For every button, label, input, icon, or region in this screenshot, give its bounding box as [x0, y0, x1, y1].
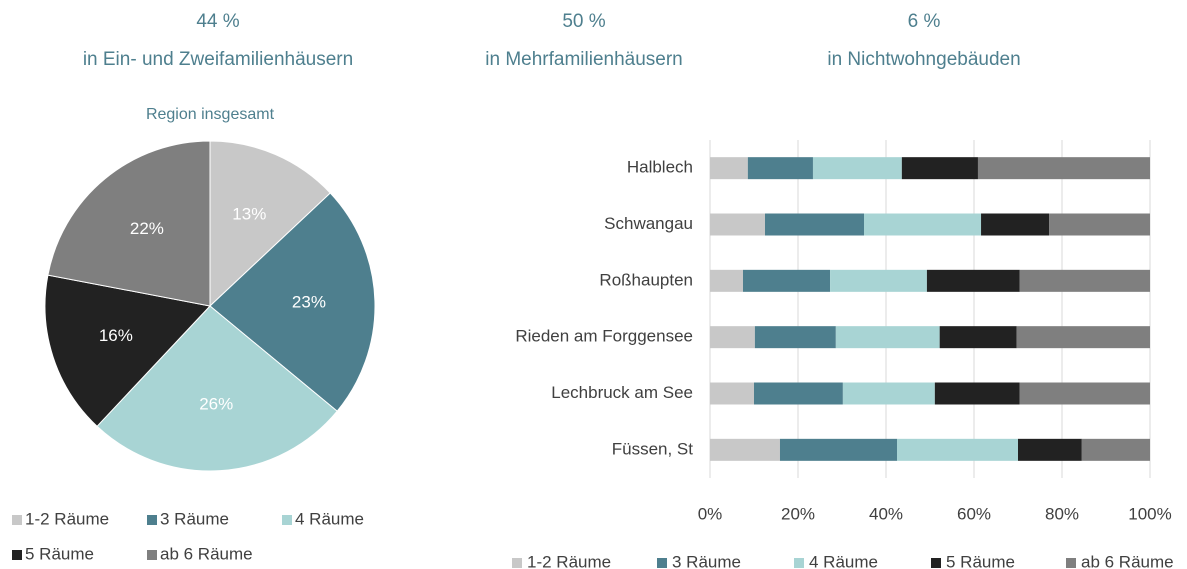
y-tick-label: Schwangau	[604, 214, 693, 233]
data-label: 13%	[232, 205, 266, 224]
bar-segment	[835, 326, 940, 349]
data-label: 23%	[292, 292, 326, 311]
legend-swatch	[147, 550, 157, 560]
legend-label: 4 Räume	[295, 509, 364, 528]
stat-label: in Mehrfamilienhäusern	[485, 49, 683, 70]
bar-segment	[1049, 213, 1150, 236]
legend-swatch	[147, 515, 157, 525]
bar-segment	[710, 382, 754, 405]
data-label: 16%	[99, 326, 133, 345]
bar-segment	[901, 157, 978, 180]
x-tick-label: 80%	[1045, 504, 1079, 523]
legend-label: 1-2 Räume	[527, 552, 611, 569]
legend-swatch	[931, 558, 941, 568]
bar-segment	[1019, 382, 1150, 405]
x-tick-label: 40%	[869, 504, 903, 523]
bar-segment	[939, 326, 1017, 349]
bar-segment	[812, 157, 902, 180]
bar-segment	[754, 382, 843, 405]
y-tick-label: Lechbruck am See	[551, 383, 693, 402]
legend-swatch	[512, 558, 522, 568]
bar-segment	[934, 382, 1020, 405]
bar-segment	[981, 213, 1050, 236]
bar-segment	[1019, 269, 1150, 292]
y-tick-label: Roßhaupten	[599, 270, 693, 289]
bar-segment	[977, 157, 1150, 180]
stat-value: 50 %	[562, 11, 605, 32]
data-label: 22%	[130, 219, 164, 238]
y-tick-label: Rieden am Forggensee	[515, 327, 693, 346]
legend-swatch	[12, 515, 22, 525]
legend-swatch	[12, 550, 22, 560]
bar-segment	[1018, 438, 1082, 461]
x-tick-label: 0%	[698, 504, 723, 523]
pie-slice	[47, 140, 211, 307]
bar-segment	[926, 269, 1020, 292]
legend-label: 5 Räume	[25, 544, 94, 563]
legend-swatch	[794, 558, 804, 568]
bar-segment	[743, 269, 831, 292]
legend-swatch	[657, 558, 667, 568]
stat-label: in Nichtwohngebäuden	[827, 49, 1020, 70]
x-tick-label: 100%	[1128, 504, 1171, 523]
bar-segment	[864, 213, 982, 236]
legend-label: 3 Räume	[672, 552, 741, 569]
bar-segment	[842, 382, 935, 405]
bar-segment	[710, 438, 780, 461]
bar-segment	[830, 269, 927, 292]
y-tick-label: Füssen, St	[612, 439, 694, 458]
y-tick-label: Halblech	[627, 158, 693, 177]
bar-segment	[710, 213, 765, 236]
data-label: 26%	[199, 394, 233, 413]
bar-segment	[1016, 326, 1150, 349]
bar-segment	[897, 438, 1018, 461]
pie-slice	[209, 140, 331, 308]
pie-slice	[96, 305, 338, 472]
stat-label: in Ein- und Zweifamilienhäusern	[83, 49, 353, 70]
pie-slice	[209, 192, 376, 412]
x-tick-label: 60%	[957, 504, 991, 523]
x-tick-label: 20%	[781, 504, 815, 523]
legend-label: 5 Räume	[946, 552, 1015, 569]
bar-segment	[754, 326, 836, 349]
legend-label: 4 Räume	[809, 552, 878, 569]
legend-label: 3 Räume	[160, 509, 229, 528]
stat-value: 6 %	[908, 11, 941, 32]
legend-swatch	[282, 515, 292, 525]
pie-title: Region insgesamt	[146, 106, 275, 123]
bar-segment	[710, 269, 743, 292]
bar-segment	[710, 326, 755, 349]
bar-segment	[747, 157, 813, 180]
bar-segment	[765, 213, 864, 236]
legend-label: ab 6 Räume	[160, 544, 253, 563]
bar-segment	[1081, 438, 1150, 461]
bar-segment	[710, 157, 748, 180]
legend-swatch	[1066, 558, 1076, 568]
stat-value: 44 %	[196, 11, 239, 32]
pie-slice	[44, 274, 211, 427]
legend-label: ab 6 Räume	[1081, 552, 1174, 569]
legend-label: 1-2 Räume	[25, 509, 109, 528]
bar-segment	[779, 438, 897, 461]
